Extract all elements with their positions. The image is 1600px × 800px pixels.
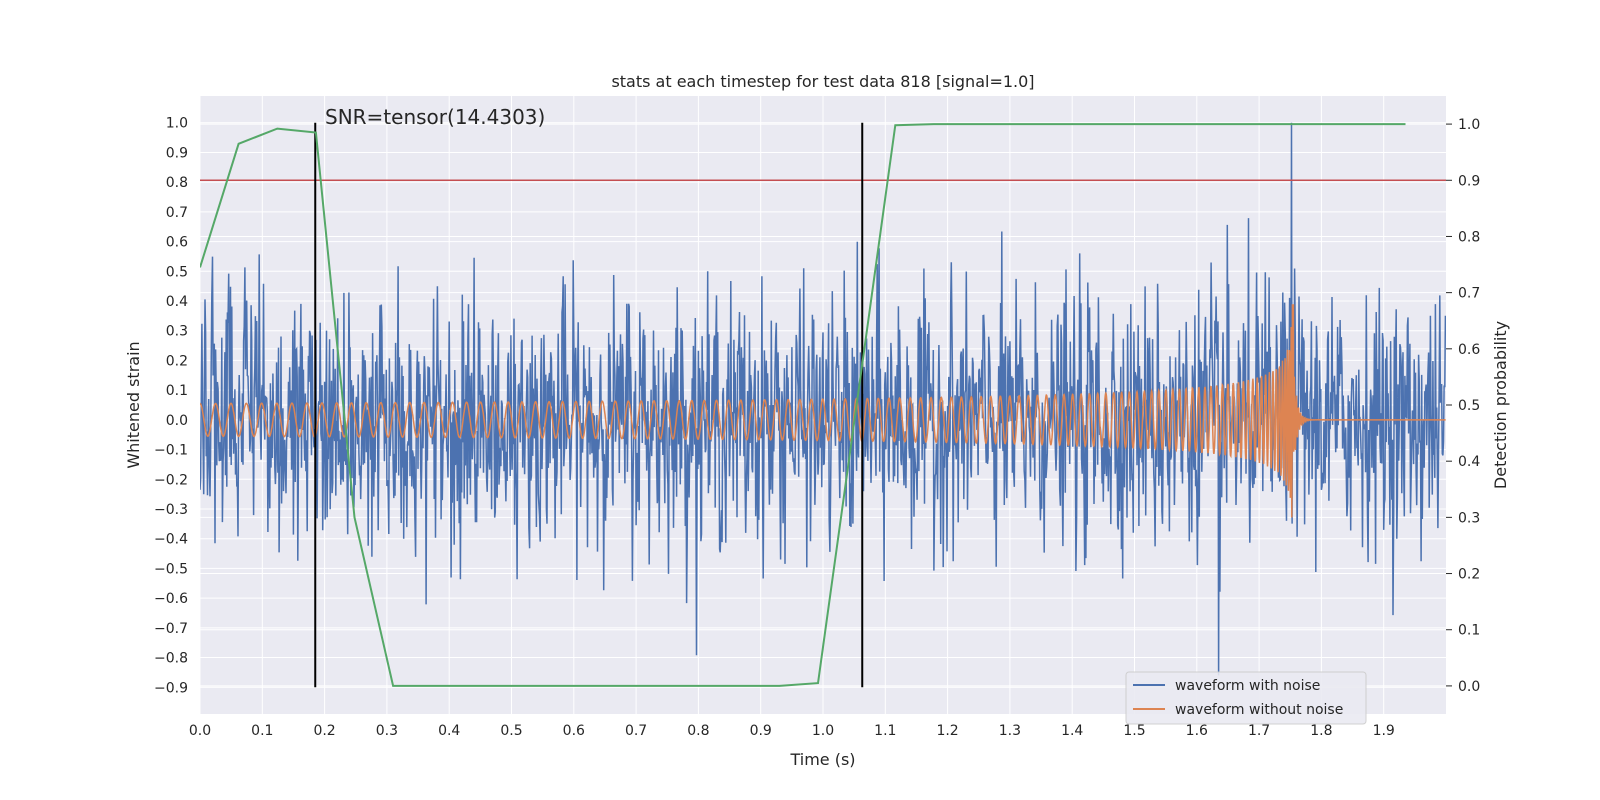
- y2-tick-label: 0.5: [1458, 398, 1480, 414]
- legend: waveform with noise waveform without noi…: [1125, 671, 1367, 725]
- x-tick-label: 0.0: [189, 723, 211, 739]
- x-tick-label: 0.8: [687, 723, 709, 739]
- y2-tick-label: 0.0: [1458, 679, 1480, 695]
- y2-tick-label: 0.4: [1458, 454, 1480, 470]
- noisy-waveform-line: [200, 122, 1446, 676]
- y-tick-label: 0.6: [166, 235, 188, 251]
- y-tick-label: 0.8: [166, 175, 188, 191]
- y-tick-label: −0.7: [154, 621, 188, 637]
- x-axis-label: Time (s): [789, 750, 855, 769]
- legend-label-noise: waveform with noise: [1175, 678, 1320, 694]
- x-tick-label: 1.1: [874, 723, 896, 739]
- snr-annotation: SNR=tensor(14.4303): [325, 105, 545, 129]
- y-tick-label: −0.1: [154, 443, 188, 459]
- y2-tick-label: 0.9: [1458, 173, 1480, 189]
- legend-box: [1125, 671, 1367, 725]
- clean-waveform-line: [200, 304, 1446, 518]
- y2-axis-label: Detection probability: [1491, 321, 1510, 489]
- x-tick-label: 1.4: [1061, 723, 1083, 739]
- y2-axis-ticks: 1.0 0.9 0.8 0.7 0.6 0.5 0.4 0.3 0.2 0.1 0.0: [1446, 117, 1480, 695]
- plot-area: [200, 122, 1446, 688]
- y2-tick-label: 1.0: [1458, 117, 1480, 133]
- y-tick-label: 0.7: [166, 205, 188, 221]
- y-tick-label: 0.2: [166, 353, 188, 369]
- x-tick-label: 0.2: [313, 723, 335, 739]
- y-tick-label: 0.9: [166, 145, 188, 161]
- y2-tick-label: 0.6: [1458, 342, 1480, 358]
- x-tick-label: 1.8: [1310, 723, 1332, 739]
- x-tick-label: 1.7: [1248, 723, 1270, 739]
- y2-tick-label: 0.7: [1458, 286, 1480, 302]
- x-tick-label: 0.6: [563, 723, 585, 739]
- y2-tick-label: 0.1: [1458, 623, 1480, 639]
- y-tick-label: 0.3: [166, 324, 188, 340]
- x-tick-label: 1.2: [936, 723, 958, 739]
- y-tick-label: 0.0: [166, 413, 188, 429]
- y2-tick-label: 0.2: [1458, 567, 1480, 583]
- y-tick-label: −0.8: [154, 651, 188, 667]
- x-tick-label: 0.9: [750, 723, 772, 739]
- y-tick-label: 0.1: [166, 383, 188, 399]
- legend-label-clean: waveform without noise: [1175, 702, 1343, 718]
- y-axis-label: Whitened strain: [124, 341, 143, 468]
- y-tick-label: 0.5: [166, 264, 188, 280]
- x-tick-label: 1.6: [1186, 723, 1208, 739]
- x-tick-label: 0.4: [438, 723, 460, 739]
- x-tick-label: 1.3: [999, 723, 1021, 739]
- x-tick-label: 1.9: [1373, 723, 1395, 739]
- chart-title: stats at each timestep for test data 818…: [611, 72, 1034, 91]
- y-tick-label: 1.0: [166, 116, 188, 132]
- y-tick-label: −0.9: [154, 680, 188, 696]
- x-tick-label: 1.0: [812, 723, 834, 739]
- detection-probability-line: [200, 123, 1406, 687]
- y-tick-label: −0.4: [154, 532, 188, 548]
- y2-tick-label: 0.3: [1458, 510, 1480, 526]
- y-axis-ticks: 1.0 0.9 0.8 0.7 0.6 0.5 0.4 0.3 0.2 0.1 0.0 −0.1 −0.…: [154, 116, 188, 697]
- y-tick-label: −0.3: [154, 502, 188, 518]
- x-axis-ticks: 0.0 0.1 0.2 0.3 0.4 0.5 0.6 0.7 0.8 0.9 1.0 1.1 1.2 1…: [189, 723, 1395, 739]
- x-tick-label: 0.5: [500, 723, 522, 739]
- y-tick-label: 0.4: [166, 294, 188, 310]
- x-tick-label: 0.1: [251, 723, 273, 739]
- x-tick-label: 1.5: [1123, 723, 1145, 739]
- y-tick-label: −0.5: [154, 561, 188, 577]
- y-tick-label: −0.6: [154, 591, 188, 607]
- y2-tick-label: 0.8: [1458, 229, 1480, 245]
- x-tick-label: 0.3: [376, 723, 398, 739]
- y-tick-label: −0.2: [154, 472, 188, 488]
- x-tick-label: 0.7: [625, 723, 647, 739]
